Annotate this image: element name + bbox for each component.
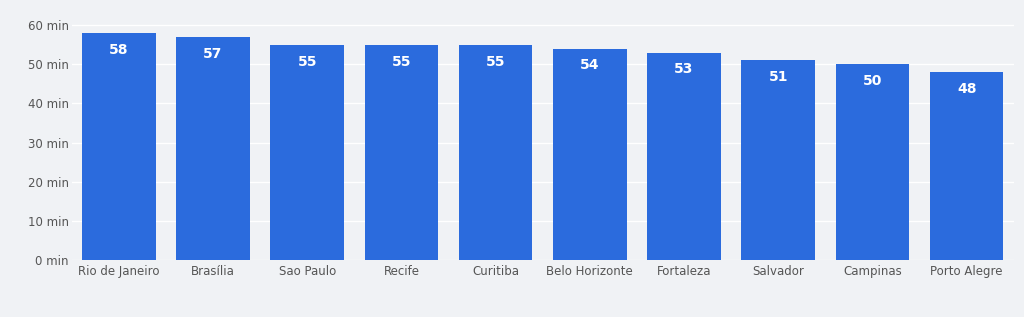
Bar (553, 49, 627, 260)
Text: 55: 55 (391, 55, 412, 68)
Bar (647, 53, 721, 260)
Text: 50: 50 (863, 74, 882, 88)
Bar (930, 72, 1004, 260)
Text: 48: 48 (956, 82, 977, 96)
Bar (82, 33, 156, 260)
Text: 55: 55 (297, 55, 317, 68)
Bar (365, 45, 438, 260)
Bar (836, 64, 909, 260)
Bar (270, 45, 344, 260)
Text: 51: 51 (768, 70, 788, 84)
Bar (741, 60, 815, 260)
Text: 54: 54 (580, 58, 600, 72)
Bar (459, 45, 532, 260)
Text: 53: 53 (675, 62, 693, 76)
Text: 55: 55 (485, 55, 506, 68)
Bar (176, 37, 250, 260)
Text: 57: 57 (204, 47, 222, 61)
Text: 58: 58 (109, 43, 129, 57)
